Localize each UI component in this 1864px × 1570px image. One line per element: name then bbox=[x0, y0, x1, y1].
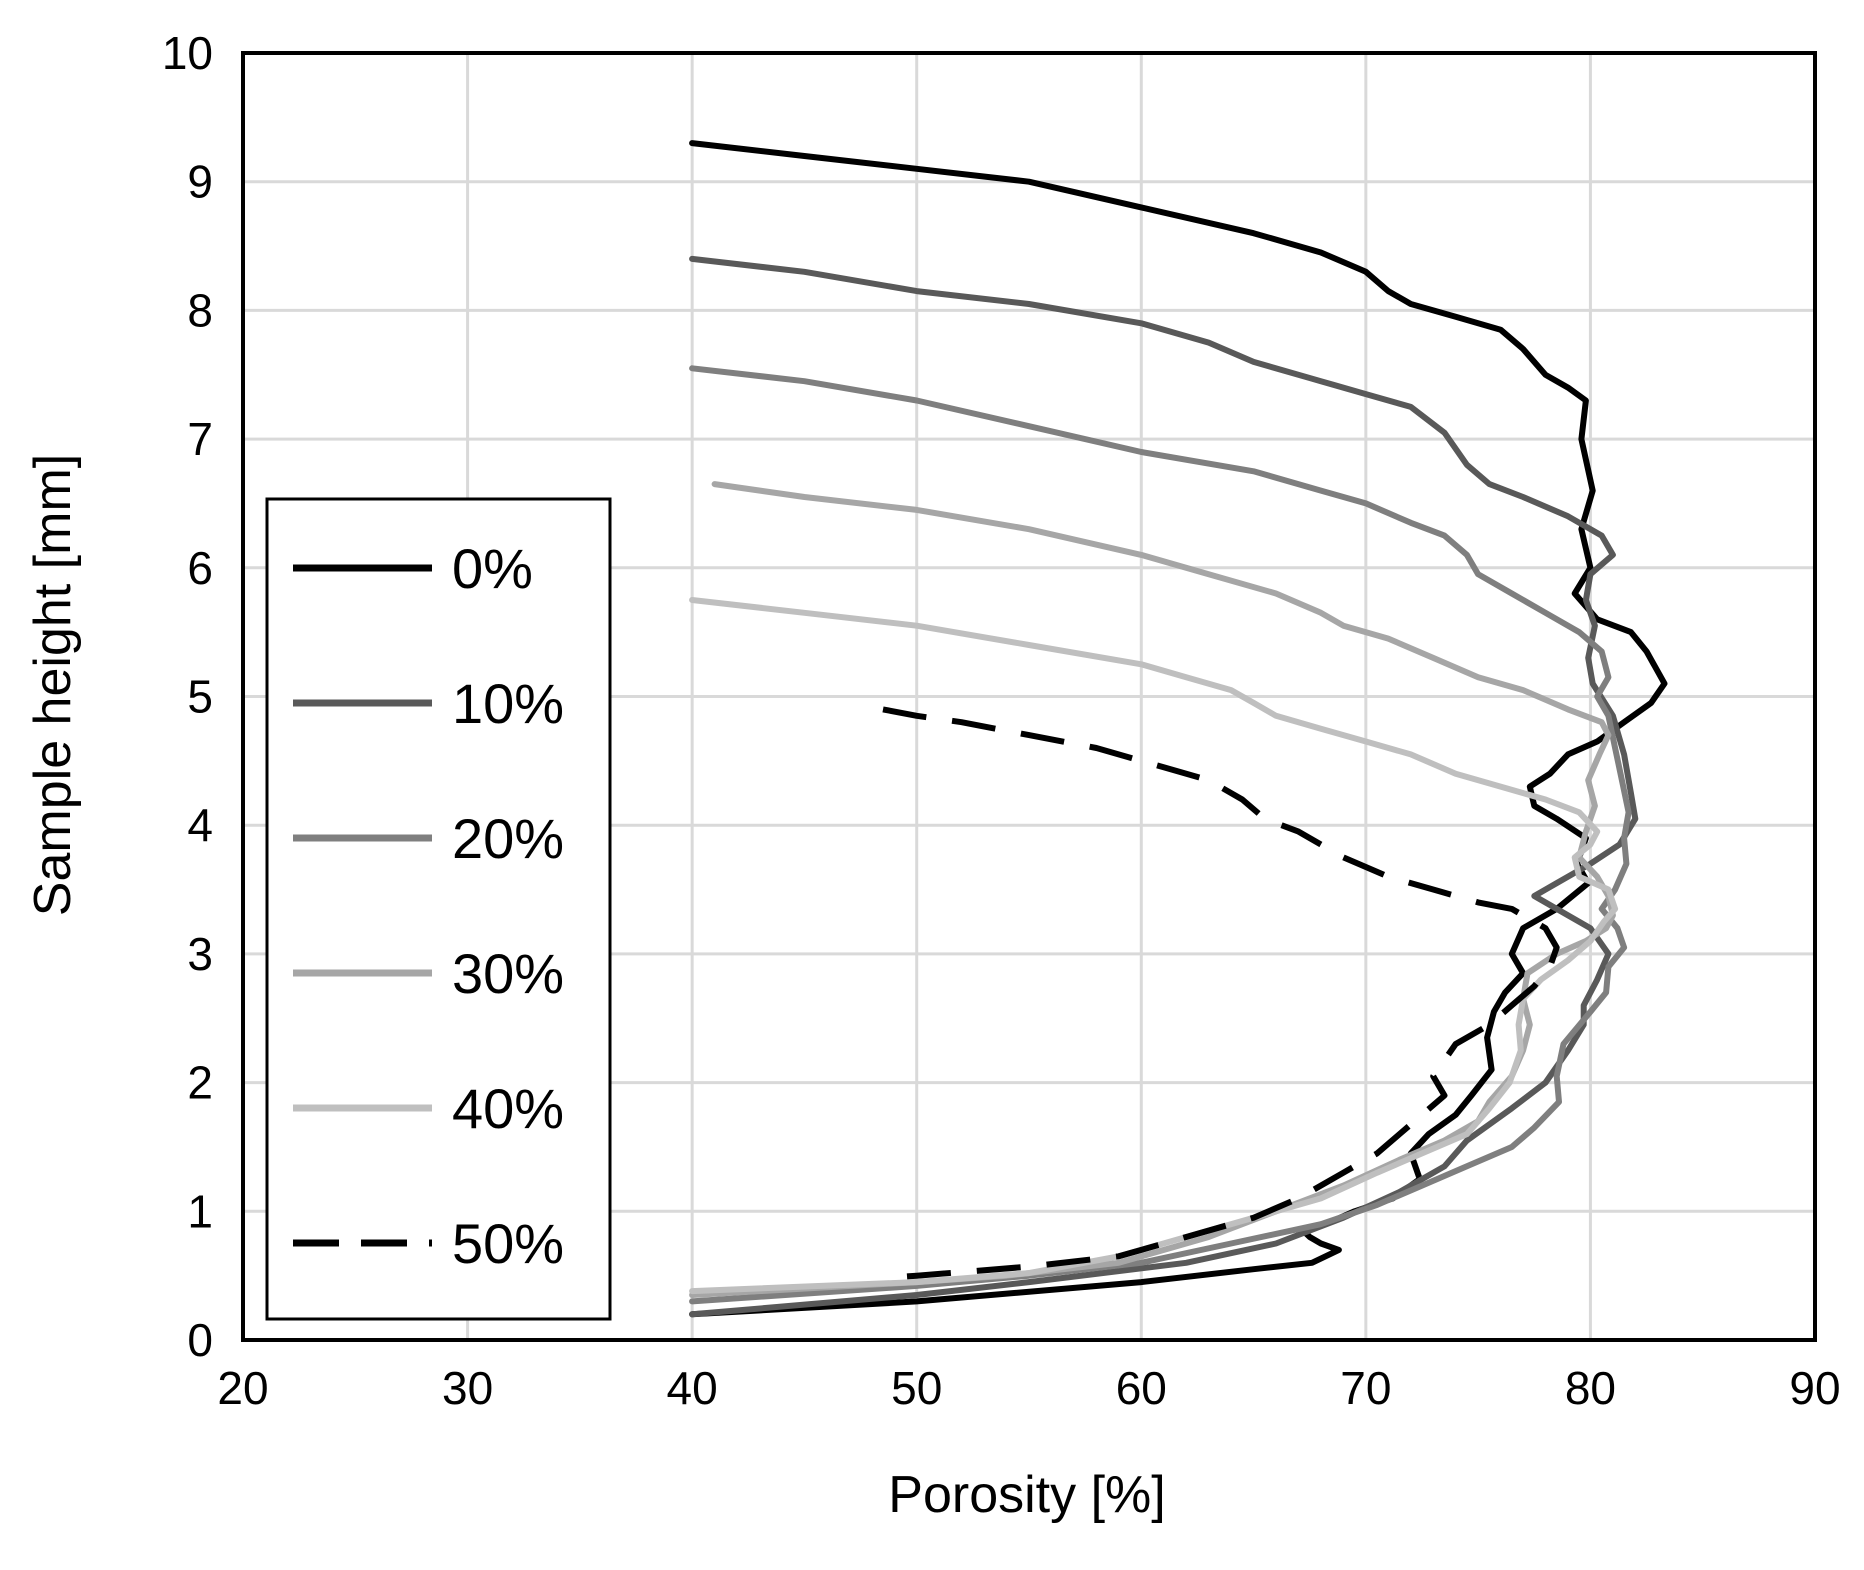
x-tick-label: 90 bbox=[1789, 1362, 1840, 1414]
legend-label: 30% bbox=[452, 942, 564, 1005]
legend-item: 0% bbox=[293, 537, 533, 600]
x-tick-label: 60 bbox=[1116, 1362, 1167, 1414]
y-tick-label: 3 bbox=[187, 928, 213, 980]
y-tick-label: 10 bbox=[162, 27, 213, 79]
series-line-40pct bbox=[689, 597, 1619, 1295]
y-tick-label: 9 bbox=[187, 156, 213, 208]
x-tick-label: 30 bbox=[442, 1362, 493, 1414]
x-tick-label: 20 bbox=[217, 1362, 268, 1414]
plot-frame bbox=[241, 51, 1817, 1342]
y-tick-label: 2 bbox=[187, 1057, 213, 1109]
legend-item: 20% bbox=[293, 807, 564, 870]
legend-label: 40% bbox=[452, 1077, 564, 1140]
y-tick-label: 8 bbox=[187, 284, 213, 336]
legend-box bbox=[265, 497, 612, 1321]
y-tick-label: 7 bbox=[187, 413, 213, 465]
x-tick-label: 70 bbox=[1340, 1362, 1391, 1414]
y-axis-label: Sample height [mm] bbox=[24, 454, 82, 916]
y-tick-label: 6 bbox=[187, 542, 213, 594]
y-tick-labels: 0 1 2 3 4 5 6 7 8 9 10 bbox=[162, 27, 213, 1366]
legend-label: 0% bbox=[452, 537, 533, 600]
legend-item: 40% bbox=[293, 1077, 564, 1140]
legend-item: 10% bbox=[293, 672, 564, 735]
x-tick-label: 80 bbox=[1565, 1362, 1616, 1414]
x-tick-label: 40 bbox=[667, 1362, 718, 1414]
y-tick-label: 4 bbox=[187, 799, 213, 851]
series-lines bbox=[689, 140, 1668, 1318]
series-line-30pct bbox=[689, 481, 1616, 1298]
series-line-20pct bbox=[689, 365, 1632, 1305]
y-tick-label: 1 bbox=[187, 1185, 213, 1237]
y-tick-label: 5 bbox=[187, 671, 213, 723]
series-line-10pct bbox=[689, 255, 1639, 1318]
x-tick-labels: 20 30 40 50 60 70 80 90 bbox=[217, 1362, 1840, 1414]
legend-item: 30% bbox=[293, 942, 564, 1005]
legend-label: 10% bbox=[452, 672, 564, 735]
legend-label: 50% bbox=[452, 1212, 564, 1275]
legend-item: 50% bbox=[293, 1212, 564, 1275]
x-axis-label: Porosity [%] bbox=[888, 1466, 1165, 1524]
legend-label: 20% bbox=[452, 807, 564, 870]
x-tick-label: 50 bbox=[891, 1362, 942, 1414]
legend: 0% 10% 20% 30% 40% 50% bbox=[265, 497, 612, 1321]
series-line-50pct bbox=[882, 706, 1560, 1282]
y-tick-label: 0 bbox=[187, 1314, 213, 1366]
